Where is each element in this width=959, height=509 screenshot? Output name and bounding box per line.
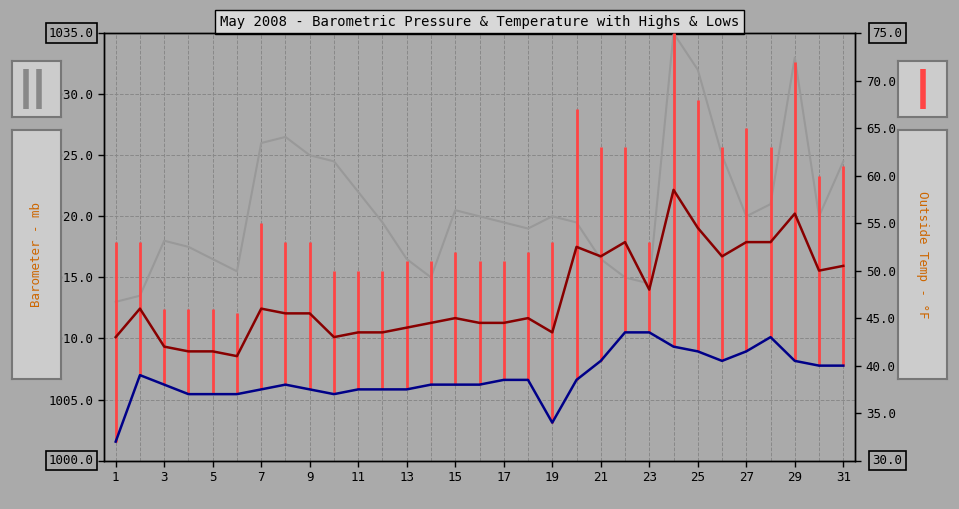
Text: Barometer - mb: Barometer - mb	[30, 202, 43, 307]
Text: 1000.0: 1000.0	[49, 454, 94, 467]
Text: 75.0: 75.0	[873, 26, 902, 40]
Title: May 2008 - Barometric Pressure & Temperature with Highs & Lows: May 2008 - Barometric Pressure & Tempera…	[220, 15, 739, 29]
Text: Outside Temp - °F: Outside Temp - °F	[916, 191, 929, 318]
Text: 30.0: 30.0	[873, 454, 902, 467]
Text: 1035.0: 1035.0	[49, 26, 94, 40]
